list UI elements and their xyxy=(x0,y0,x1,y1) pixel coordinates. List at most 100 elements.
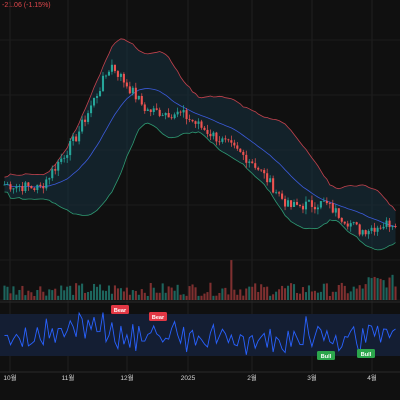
volume-bar xyxy=(92,283,96,300)
volume-bar xyxy=(260,284,263,300)
volume-bar xyxy=(334,291,337,300)
bb-basis-line xyxy=(4,88,396,227)
volume-bar xyxy=(266,286,269,300)
candle-body xyxy=(182,110,185,113)
volume-bar xyxy=(331,291,334,300)
volume-bar xyxy=(101,290,105,300)
volume-bar xyxy=(313,290,316,300)
candle-body xyxy=(343,221,346,224)
volume-bar xyxy=(33,296,36,300)
candle-body xyxy=(224,138,227,140)
volume-bar xyxy=(287,285,290,300)
candle-body xyxy=(233,142,236,146)
volume-bar xyxy=(75,283,78,300)
candle-body xyxy=(328,203,331,204)
signal-label: Bull xyxy=(361,352,372,358)
candle-body xyxy=(209,133,212,137)
volume-bar xyxy=(113,285,116,300)
volume-bar xyxy=(289,283,293,300)
volume-bar xyxy=(382,280,385,300)
bb-lower-line xyxy=(4,122,396,251)
signal-label: Bear xyxy=(152,315,165,321)
candle-body xyxy=(325,200,328,204)
volume-bar xyxy=(69,285,72,300)
candle-body xyxy=(298,204,302,206)
price-change-text: -21.06 (-1.15%) xyxy=(2,2,51,9)
volume-bar xyxy=(248,286,251,300)
volume-bar xyxy=(227,294,230,300)
volume-bar xyxy=(373,276,376,300)
candle-body xyxy=(215,132,218,142)
candle-body xyxy=(122,73,125,83)
candle-body xyxy=(27,182,30,186)
volume-bar xyxy=(30,292,33,300)
volume-bar xyxy=(358,285,361,300)
volume-bar xyxy=(6,286,9,300)
candle-body xyxy=(385,220,388,227)
candle-body xyxy=(194,121,197,124)
volume-bar xyxy=(355,288,358,300)
candle-body xyxy=(95,96,99,98)
volume-bar xyxy=(352,286,355,300)
rsi-band xyxy=(0,314,400,356)
volume-bar xyxy=(21,285,24,300)
volume-bar xyxy=(295,292,299,300)
volume-bar xyxy=(95,286,99,300)
volume-bar xyxy=(206,292,209,300)
candle-body xyxy=(257,167,260,170)
volume-bar xyxy=(307,285,310,300)
candle-body xyxy=(143,104,146,111)
volume-bar xyxy=(27,290,30,300)
candle-body xyxy=(310,200,313,207)
candle-body xyxy=(48,178,51,180)
candle-body xyxy=(281,193,284,199)
volume-bar xyxy=(281,285,284,300)
candle-body xyxy=(107,71,111,76)
candle-body xyxy=(370,227,373,231)
volume-bar xyxy=(212,295,215,300)
volume-bar xyxy=(230,260,233,300)
volume-bar xyxy=(63,290,66,300)
volume-bar xyxy=(170,287,173,300)
volume-bar xyxy=(119,288,122,300)
candle-body xyxy=(200,121,203,128)
candle-body xyxy=(382,226,385,229)
candle-body xyxy=(116,71,119,77)
candle-body xyxy=(164,113,167,116)
candle-body xyxy=(367,230,370,235)
candle-body xyxy=(179,111,182,113)
bear-signal-badge xyxy=(149,312,167,321)
candle-body xyxy=(98,91,102,97)
volume-bar xyxy=(263,287,266,300)
volume-bar xyxy=(394,286,397,300)
volume-bar xyxy=(254,283,257,300)
volume-bar xyxy=(194,287,197,300)
candle-body xyxy=(152,108,155,113)
volume-bar xyxy=(224,287,227,300)
x-tick-label: 12월 xyxy=(120,373,133,382)
volume-bar xyxy=(245,288,248,300)
volume-bar xyxy=(275,291,278,300)
volume-bar xyxy=(191,284,194,300)
candle-body xyxy=(364,230,367,235)
candle-body xyxy=(24,182,27,192)
volume-bar xyxy=(173,290,176,300)
candle-body xyxy=(131,87,134,94)
volume-bar xyxy=(137,294,140,300)
volume-bar xyxy=(122,291,125,300)
x-tick-label: 4월 xyxy=(367,373,377,382)
candle-body xyxy=(78,131,81,142)
volume-bar xyxy=(128,294,131,300)
candle-body xyxy=(245,154,248,163)
bull-signal-badge xyxy=(317,351,335,360)
candle-body xyxy=(355,222,358,225)
volume-bar xyxy=(257,291,260,300)
volume-bar xyxy=(164,292,167,300)
candle-body xyxy=(45,179,48,189)
volume-bar xyxy=(349,291,352,300)
candle-body xyxy=(278,192,281,194)
volume-bar xyxy=(176,284,179,300)
volume-bar xyxy=(239,289,242,300)
candle-body xyxy=(275,192,278,194)
